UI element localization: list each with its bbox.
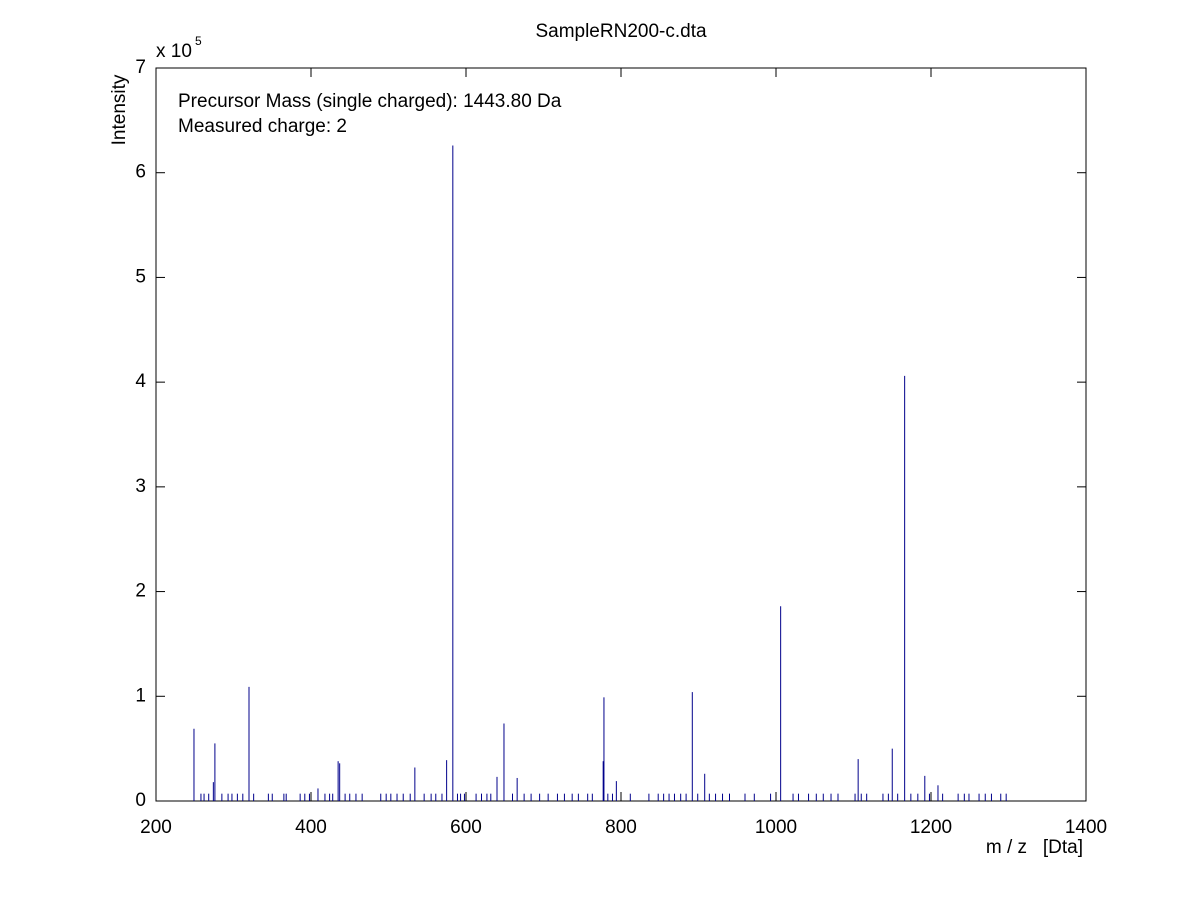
x-tick-label: 800	[605, 817, 637, 838]
y-tick-label: 3	[135, 476, 146, 497]
y-tick-label: 7	[135, 57, 146, 78]
annotation: Measured charge: 2	[178, 116, 347, 137]
x-tick-label: 200	[140, 817, 172, 838]
y-tick-label: 5	[135, 266, 146, 287]
chart-title: SampleRN200-c.dta	[535, 21, 707, 42]
x-tick-label: 1400	[1065, 817, 1107, 838]
y-multiplier-exponent: 5	[195, 34, 202, 48]
y-multiplier-base: x 10	[156, 41, 192, 62]
y-tick-label: 2	[135, 581, 146, 602]
x-tick-label: 1200	[910, 817, 952, 838]
y-tick-label: 1	[135, 685, 146, 706]
x-tick-label: 1000	[755, 817, 797, 838]
y-axis-label: Intensity	[109, 74, 130, 145]
y-tick-label: 4	[135, 371, 146, 392]
x-axis-label: m / z [Dta]	[986, 837, 1083, 858]
annotation: Precursor Mass (single charged): 1443.80…	[178, 91, 562, 112]
x-tick-label: 600	[450, 817, 482, 838]
y-tick-label: 6	[135, 162, 146, 183]
y-tick-label: 0	[135, 790, 146, 811]
plot-frame	[155, 67, 1087, 802]
x-tick-label: 400	[295, 817, 327, 838]
